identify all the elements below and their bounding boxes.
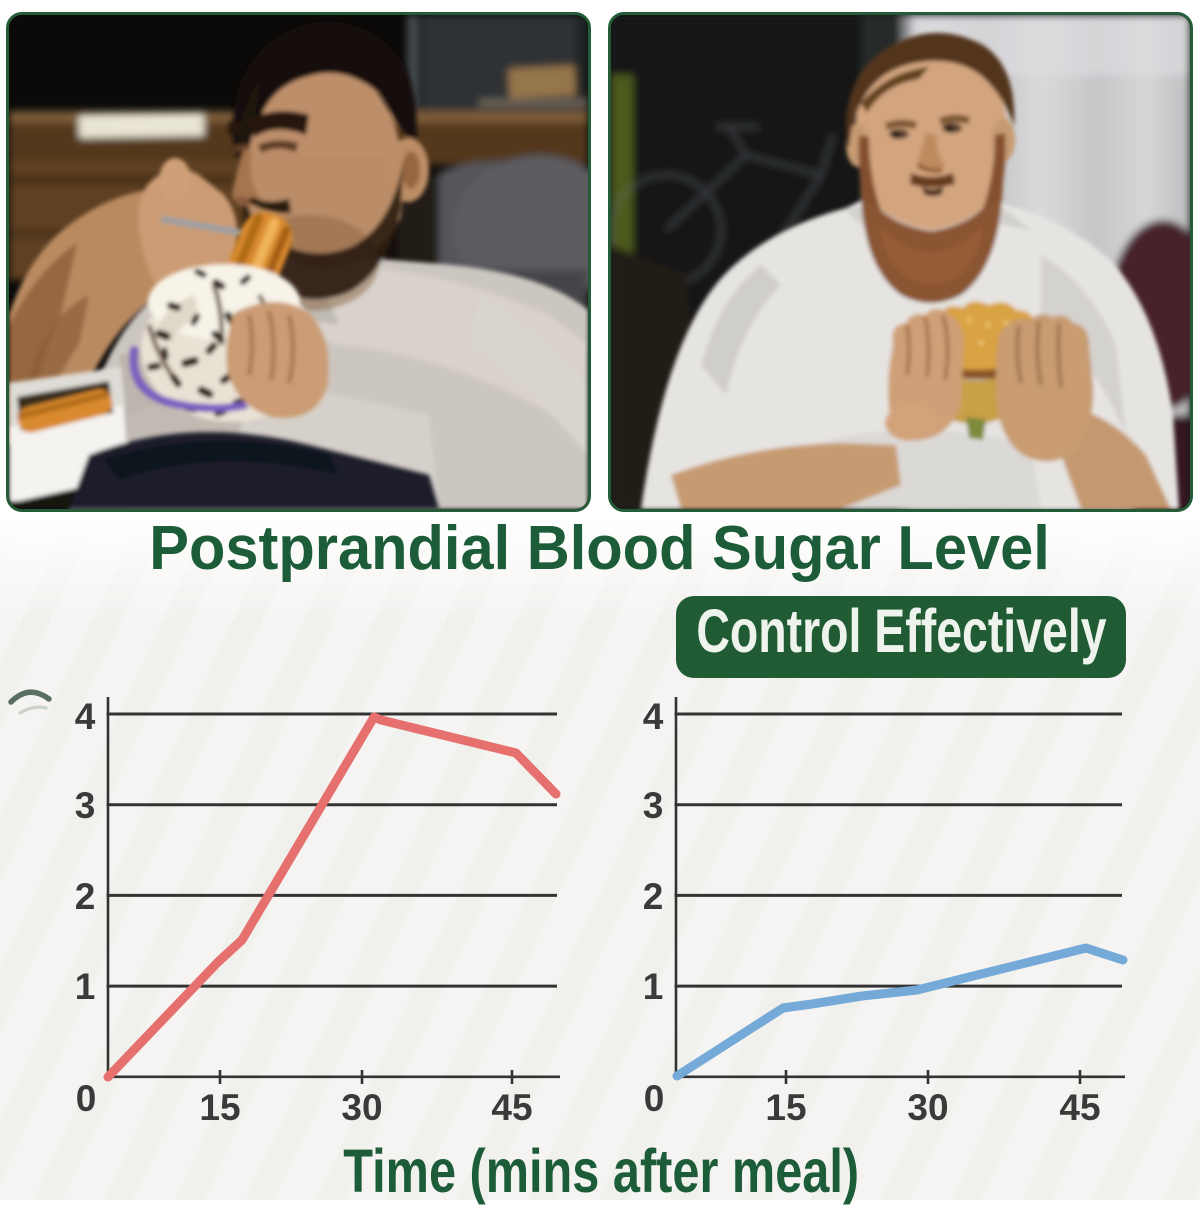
svg-text:3: 3 [75, 785, 96, 826]
svg-text:15: 15 [765, 1087, 806, 1128]
svg-text:45: 45 [491, 1087, 532, 1128]
svg-text:0: 0 [644, 1078, 665, 1119]
svg-text:3: 3 [643, 785, 664, 826]
svg-text:1: 1 [75, 966, 96, 1007]
svg-text:30: 30 [341, 1087, 382, 1128]
svg-text:2: 2 [643, 876, 664, 917]
svg-text:0: 0 [76, 1078, 97, 1119]
svg-text:4: 4 [75, 696, 96, 737]
svg-text:4: 4 [643, 696, 664, 737]
svg-text:45: 45 [1059, 1087, 1100, 1128]
svg-text:30: 30 [907, 1087, 948, 1128]
svg-text:1: 1 [643, 966, 664, 1007]
svg-text:15: 15 [199, 1087, 240, 1128]
svg-text:2: 2 [75, 876, 96, 917]
